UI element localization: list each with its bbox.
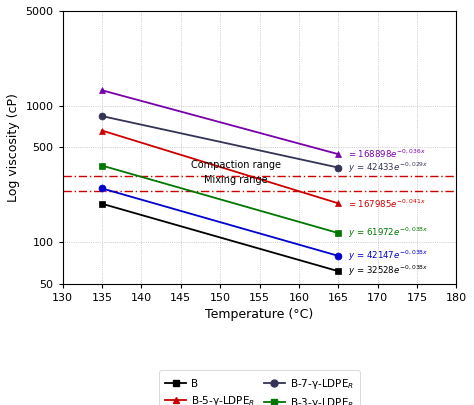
- Text: $y$ = 32528$e^{-0,038x}$: $y$ = 32528$e^{-0,038x}$: [348, 264, 428, 278]
- Text: Mixing range: Mixing range: [204, 175, 268, 185]
- Text: $y$ = 42147$e^{-0,038x}$: $y$ = 42147$e^{-0,038x}$: [348, 249, 428, 263]
- Text: Compaction range: Compaction range: [191, 160, 281, 170]
- Text: = 168898$e^{-0,036x}$: = 168898$e^{-0,036x}$: [348, 148, 426, 160]
- Y-axis label: Log viscosity (cP): Log viscosity (cP): [7, 93, 20, 202]
- Legend: B, B-5-γ-LDPE$_R$, B-1-γ-LDPE$_R$, B-7-γ-LDPE$_R$, B-3-γ-LDPE$_R$, B-9-γ-LDPE$_R: B, B-5-γ-LDPE$_R$, B-1-γ-LDPE$_R$, B-7-γ…: [159, 371, 360, 405]
- X-axis label: Temperature (°C): Temperature (°C): [205, 308, 314, 321]
- Text: = 167985$e^{-0,041x}$: = 167985$e^{-0,041x}$: [348, 197, 426, 209]
- Text: $y$ = 42433$e^{-0,029x}$: $y$ = 42433$e^{-0,029x}$: [348, 160, 428, 175]
- Text: $y$ = 61972$e^{-0,038x}$: $y$ = 61972$e^{-0,038x}$: [348, 226, 428, 240]
